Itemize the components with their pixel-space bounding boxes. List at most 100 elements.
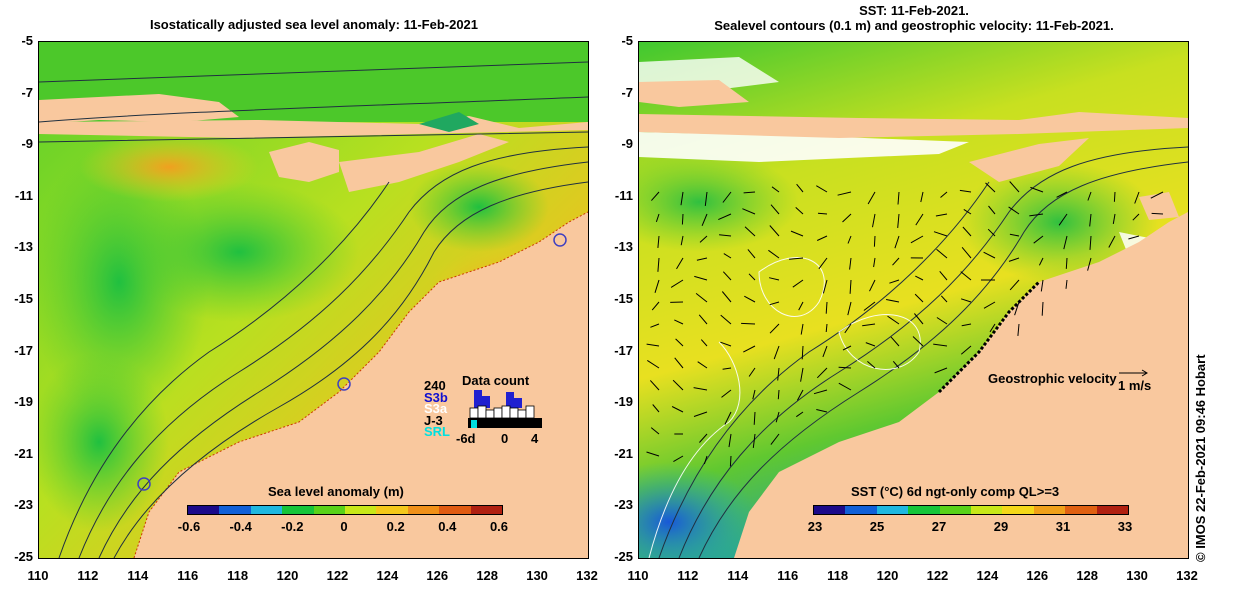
sea-level-anomaly-map — [38, 41, 589, 559]
velocity-vector — [724, 411, 732, 425]
velocity-vector — [842, 213, 852, 223]
velocity-vector — [651, 301, 660, 311]
velocity-vector — [752, 389, 756, 400]
x-tick-label: 116 — [777, 568, 799, 583]
velocity-vector — [940, 191, 948, 198]
velocity-vector — [693, 411, 708, 417]
velocity-vector — [1040, 279, 1044, 292]
y-tick-label: -21 — [614, 445, 633, 461]
velocity-vector — [962, 226, 972, 237]
colorbar-tick-label: -0.6 — [177, 519, 201, 534]
colorbar-segment — [939, 506, 972, 514]
velocity-vector — [770, 204, 780, 215]
colorbar-tick-label: -0.2 — [281, 519, 304, 534]
data-count-satellite-label: S3b — [424, 389, 448, 405]
velocity-vector — [697, 361, 708, 369]
y-tick-label: -13 — [614, 239, 633, 255]
data-count-x-tick: 4 — [531, 431, 539, 446]
velocity-vector — [753, 411, 756, 425]
velocity-vector — [743, 191, 756, 194]
velocity-vector — [654, 279, 660, 293]
velocity-vector — [674, 357, 684, 369]
velocity-vector — [936, 248, 948, 259]
colorbar-tick-label: 31 — [1055, 519, 1071, 534]
velocity-vector — [651, 191, 660, 201]
velocity-vector — [722, 367, 732, 370]
velocity-vector — [646, 451, 660, 457]
velocity-vector — [1058, 213, 1068, 226]
velocity-vector — [695, 293, 708, 303]
x-tick-label: 114 — [727, 568, 749, 583]
velocity-vector — [822, 279, 828, 294]
velocity-vector — [872, 213, 876, 228]
velocity-vector — [699, 433, 708, 443]
colorbar-segment — [345, 506, 377, 514]
right-panel-title-line2: Sealevel contours (0.1 m) and geostrophi… — [714, 18, 1114, 33]
velocity-vector — [886, 299, 900, 303]
data-count-bars — [468, 390, 542, 428]
velocity-vector — [795, 207, 804, 215]
velocity-vector — [752, 433, 756, 448]
colorbar-tick-label: 0 — [340, 519, 348, 534]
velocity-vector — [963, 208, 972, 215]
velocity-vector — [777, 389, 780, 400]
velocity-vector — [650, 427, 660, 435]
y-tick-label: -15 — [14, 291, 33, 306]
velocity-vector — [933, 231, 948, 237]
colorbar-tick-label: 0.2 — [386, 519, 405, 534]
x-tick-label: 120 — [276, 568, 299, 583]
velocity-vector — [842, 345, 852, 351]
velocity-vector — [1008, 206, 1020, 215]
velocity-vector — [771, 186, 780, 193]
velocity-vector — [816, 409, 828, 413]
velocity-vector — [988, 205, 996, 215]
velocity-vector — [983, 301, 996, 309]
velocity-vector — [837, 191, 852, 196]
velocity-vector — [914, 313, 924, 325]
x-tick-label: 118 — [227, 568, 249, 583]
velocity-vector — [719, 234, 732, 237]
y-tick-label: -21 — [14, 445, 33, 461]
velocity-vector — [865, 342, 876, 347]
velocity-vector — [825, 301, 828, 314]
velocity-legend-label: Geostrophic velocity — [988, 371, 1117, 386]
velocity-vector — [722, 191, 732, 203]
velocity-vector — [721, 291, 732, 303]
colorbar-tick-label: 23 — [807, 519, 823, 534]
velocity-vector — [889, 279, 900, 284]
velocity-vector — [1009, 233, 1020, 237]
velocity-vector — [961, 323, 972, 327]
velocity-vector — [680, 235, 684, 246]
y-tick-label: -5 — [21, 33, 33, 48]
velocity-vector — [741, 322, 756, 325]
left-panel-title: Isostatically adjusted sea level anomaly… — [149, 17, 479, 32]
velocity-scale-arrow-icon — [1119, 369, 1148, 377]
colorbar-segment — [1096, 506, 1129, 514]
x-tick-label: 120 — [876, 568, 899, 583]
velocity-vector — [1038, 257, 1044, 266]
velocity-vector — [920, 191, 924, 203]
velocity-vector — [698, 314, 708, 325]
velocity-vector — [849, 257, 852, 270]
velocity-vector — [936, 317, 948, 325]
y-tick-label: -19 — [14, 394, 33, 410]
velocity-vector — [655, 213, 660, 223]
velocity-vector — [700, 339, 708, 347]
right-colorbar — [813, 505, 1129, 515]
velocity-vector — [1112, 213, 1116, 224]
x-tick-label: 112 — [677, 568, 699, 583]
velocity-vector — [1150, 191, 1164, 199]
velocity-vector — [652, 404, 660, 413]
right-panel-title-line1: SST: 11-Feb-2021. — [859, 3, 969, 18]
colorbar-tick-label: 0.4 — [438, 519, 457, 534]
velocity-vector — [777, 367, 780, 381]
y-tick-label: -23 — [614, 497, 633, 513]
x-tick-label: 132 — [1176, 568, 1198, 583]
colorbar-segment — [1065, 506, 1097, 514]
velocity-vector — [1128, 235, 1140, 240]
velocity-vector — [744, 295, 756, 303]
velocity-vector — [723, 253, 732, 259]
y-tick-label: -11 — [14, 187, 33, 203]
velocity-vector — [747, 249, 756, 259]
velocity-vector — [670, 279, 684, 288]
